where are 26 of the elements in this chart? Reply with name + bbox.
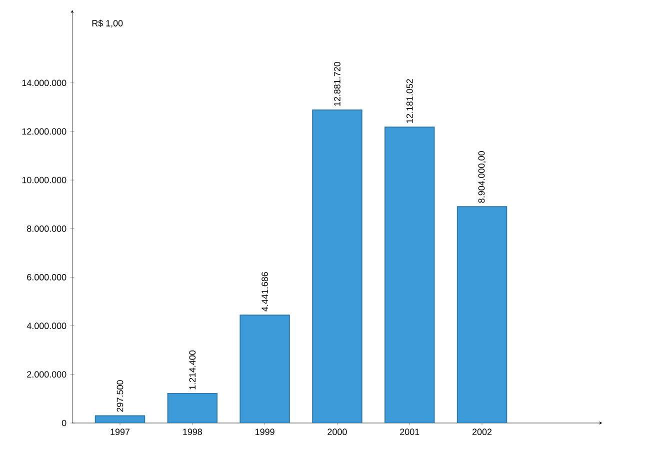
y-tick-label: 14.000.000: [22, 80, 66, 86]
data-label: 4.441.686: [262, 272, 268, 312]
data-label: 1.214.400: [189, 350, 196, 390]
x-tick-label: 2002: [472, 428, 492, 435]
bar: [240, 314, 290, 423]
x-tick-label: 2001: [400, 428, 420, 435]
data-label: 297.500: [116, 380, 124, 412]
data-label: 12.181.052: [406, 79, 413, 123]
y-tick-label: 0: [62, 420, 66, 426]
data-label: 12.881.720: [334, 62, 340, 106]
y-tick-label: 12.000.000: [22, 128, 66, 135]
bar: [456, 206, 508, 423]
data-label: 8.904.000,00: [478, 151, 486, 203]
y-tick-label: 8.000.000: [27, 225, 66, 232]
y-tick-label: 2.000.000: [27, 371, 66, 378]
y-axis-title: R$ 1,00: [92, 20, 123, 28]
y-tick-label: 10.000.000: [22, 176, 66, 184]
x-tick-label: 2000: [328, 428, 347, 435]
x-tick-label: 1997: [110, 428, 130, 435]
y-tick-label: 6.000.000: [27, 274, 66, 280]
y-tick-label: 4.000.000: [26, 322, 66, 330]
bar: [167, 392, 218, 423]
x-tick-label: 1998: [183, 428, 202, 435]
bar: [312, 110, 362, 423]
bar: [384, 126, 435, 423]
x-tick-label: 1999: [256, 428, 274, 435]
